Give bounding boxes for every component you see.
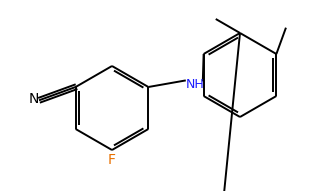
Text: NH: NH	[185, 78, 204, 91]
Text: F: F	[108, 153, 116, 167]
Text: N: N	[29, 92, 39, 106]
